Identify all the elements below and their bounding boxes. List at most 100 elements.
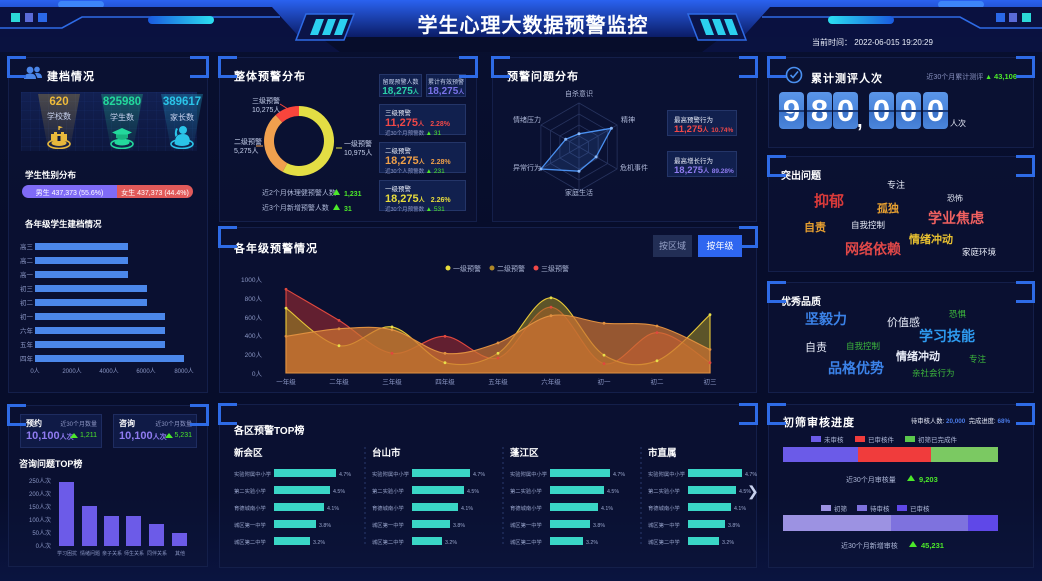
svg-text:新会区: 新会区 bbox=[234, 447, 263, 459]
svg-text:400人: 400人 bbox=[245, 332, 263, 340]
svg-text:3.8%: 3.8% bbox=[593, 523, 605, 529]
svg-text:45,231: 45,231 bbox=[921, 541, 944, 550]
svg-text:0人: 0人 bbox=[252, 370, 263, 378]
svg-text:城区第二中学: 城区第二中学 bbox=[372, 538, 404, 546]
svg-text:6000人: 6000人 bbox=[136, 368, 155, 375]
svg-text:50人次: 50人次 bbox=[32, 529, 51, 537]
svg-text:1000人: 1000人 bbox=[241, 276, 262, 284]
svg-text:5,275人: 5,275人 bbox=[234, 147, 259, 155]
svg-text:情绪问题: 情绪问题 bbox=[80, 550, 100, 557]
svg-text:第二实验小学: 第二实验小学 bbox=[372, 487, 404, 495]
svg-text:初筛已完成件: 初筛已完成件 bbox=[918, 435, 958, 444]
svg-text:3.2%: 3.2% bbox=[313, 540, 325, 546]
svg-text:已审核件: 已审核件 bbox=[868, 435, 895, 444]
svg-text:一年级: 一年级 bbox=[276, 377, 296, 386]
svg-text:31: 31 bbox=[344, 206, 352, 213]
svg-text:高三: 高三 bbox=[20, 242, 34, 251]
svg-text:初二: 初二 bbox=[20, 298, 34, 307]
svg-text:初三: 初三 bbox=[704, 377, 718, 386]
svg-text:4.7%: 4.7% bbox=[339, 472, 351, 478]
svg-text:10,975人: 10,975人 bbox=[344, 149, 372, 157]
svg-text:4.5%: 4.5% bbox=[467, 489, 479, 495]
svg-text:一级预警: 一级预警 bbox=[344, 139, 372, 148]
svg-text:其他: 其他 bbox=[175, 550, 185, 557]
svg-text:实验附属中小学: 实验附属中小学 bbox=[510, 470, 547, 478]
svg-text:自杀意识: 自杀意识 bbox=[565, 89, 593, 98]
svg-text:已审核: 已审核 bbox=[910, 504, 930, 513]
svg-text:初二: 初二 bbox=[651, 377, 665, 386]
svg-text:3.8%: 3.8% bbox=[319, 523, 331, 529]
svg-text:高一: 高一 bbox=[20, 270, 34, 279]
svg-text:初筛: 初筛 bbox=[834, 504, 848, 513]
svg-text:1,231: 1,231 bbox=[344, 191, 362, 198]
svg-text:市直属: 市直属 bbox=[648, 447, 677, 459]
svg-text:三年级: 三年级 bbox=[382, 377, 402, 386]
svg-text:师生关系: 师生关系 bbox=[124, 550, 144, 557]
svg-text:近30个月审核量: 近30个月审核量 bbox=[846, 475, 896, 484]
svg-text:8000人: 8000人 bbox=[174, 368, 193, 375]
svg-text:城区第一中学: 城区第一中学 bbox=[234, 521, 266, 529]
svg-text:3.2%: 3.2% bbox=[722, 540, 734, 546]
svg-text:四年: 四年 bbox=[20, 354, 34, 363]
svg-text:4.1%: 4.1% bbox=[327, 506, 339, 512]
svg-text:一级预警: 一级预警 bbox=[453, 264, 481, 273]
svg-text:实验附属中小学: 实验附属中小学 bbox=[234, 470, 271, 478]
svg-text:4.1%: 4.1% bbox=[601, 506, 613, 512]
svg-text:近3个月新增预警人数: 近3个月新增预警人数 bbox=[262, 203, 329, 212]
svg-text:实验附属中小学: 实验附属中小学 bbox=[648, 470, 685, 478]
svg-text:六年级: 六年级 bbox=[541, 377, 561, 386]
svg-text:2000人: 2000人 bbox=[62, 368, 81, 375]
svg-text:亲子关系: 亲子关系 bbox=[102, 550, 122, 557]
svg-text:10,275人: 10,275人 bbox=[252, 106, 280, 114]
svg-text:150人次: 150人次 bbox=[29, 503, 51, 511]
svg-text:4.5%: 4.5% bbox=[739, 489, 751, 495]
svg-text:4.7%: 4.7% bbox=[613, 472, 625, 478]
svg-text:第二实验小学: 第二实验小学 bbox=[234, 487, 266, 495]
svg-text:4.1%: 4.1% bbox=[461, 506, 473, 512]
svg-text:近30个月新增审核: 近30个月新增审核 bbox=[841, 541, 898, 550]
svg-text:四年级: 四年级 bbox=[435, 377, 455, 386]
svg-text:3.8%: 3.8% bbox=[728, 523, 740, 529]
svg-text:异常行为: 异常行为 bbox=[513, 163, 541, 172]
svg-text:五年级: 五年级 bbox=[488, 377, 508, 386]
svg-text:城区第一中学: 城区第一中学 bbox=[648, 521, 680, 529]
svg-text:100人次: 100人次 bbox=[29, 516, 51, 524]
svg-text:学习困扰: 学习困扰 bbox=[57, 550, 77, 557]
svg-text:4.7%: 4.7% bbox=[473, 472, 485, 478]
svg-text:200人次: 200人次 bbox=[29, 490, 51, 498]
svg-text:二级预警: 二级预警 bbox=[497, 264, 525, 273]
svg-text:育德城南小学: 育德城南小学 bbox=[372, 504, 404, 512]
svg-text:250人次: 250人次 bbox=[29, 477, 51, 485]
svg-text:城区第一中学: 城区第一中学 bbox=[510, 521, 542, 529]
svg-text:4.5%: 4.5% bbox=[607, 489, 619, 495]
svg-text:200人: 200人 bbox=[245, 351, 263, 359]
svg-text:初一: 初一 bbox=[20, 312, 34, 321]
svg-text:9,203: 9,203 bbox=[919, 475, 938, 484]
svg-text:初一: 初一 bbox=[598, 377, 612, 386]
svg-text:六年: 六年 bbox=[20, 326, 34, 335]
svg-text:同伴关系: 同伴关系 bbox=[147, 550, 167, 557]
svg-text:3.2%: 3.2% bbox=[445, 540, 457, 546]
svg-text:二级预警: 二级预警 bbox=[234, 137, 262, 146]
svg-text:育德城南小学: 育德城南小学 bbox=[510, 504, 542, 512]
svg-text:0人: 0人 bbox=[30, 368, 39, 375]
svg-text:600人: 600人 bbox=[245, 314, 263, 322]
svg-text:待审核: 待审核 bbox=[870, 504, 890, 513]
svg-text:育德城南小学: 育德城南小学 bbox=[234, 504, 266, 512]
svg-text:近2个月休理健预警人数: 近2个月休理健预警人数 bbox=[262, 188, 336, 197]
svg-text:城区第二中学: 城区第二中学 bbox=[648, 538, 680, 546]
svg-text:三级预警: 三级预警 bbox=[541, 264, 569, 273]
svg-text:台山市: 台山市 bbox=[372, 447, 401, 459]
svg-text:城区第二中学: 城区第二中学 bbox=[510, 538, 542, 546]
svg-text:蓬江区: 蓬江区 bbox=[510, 447, 539, 459]
svg-text:800人: 800人 bbox=[245, 295, 263, 303]
svg-text:未审核: 未审核 bbox=[824, 435, 844, 444]
svg-text:4.5%: 4.5% bbox=[333, 489, 345, 495]
svg-text:危机事件: 危机事件 bbox=[620, 163, 648, 172]
svg-text:4.7%: 4.7% bbox=[745, 472, 757, 478]
svg-text:五年: 五年 bbox=[20, 340, 34, 349]
svg-text:家庭生活: 家庭生活 bbox=[565, 188, 593, 197]
svg-text:3.2%: 3.2% bbox=[586, 540, 598, 546]
svg-text:初三: 初三 bbox=[20, 284, 34, 293]
svg-text:第二实验小学: 第二实验小学 bbox=[510, 487, 542, 495]
